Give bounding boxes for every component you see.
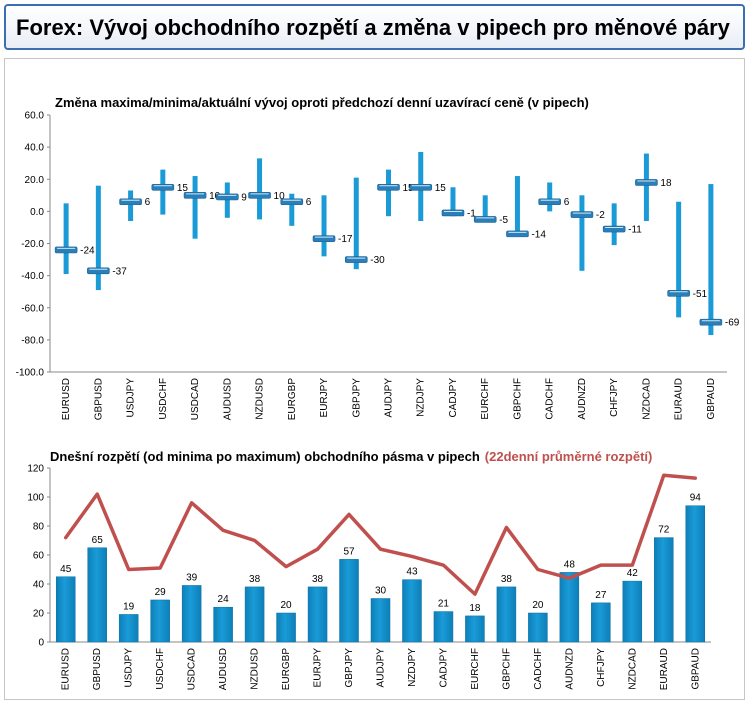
category-label: AUDUSD [222, 378, 233, 420]
current-marker [570, 211, 594, 218]
y-tick-label: -60.0 [21, 303, 44, 314]
data-label: -24 [80, 245, 95, 256]
category-label: USDJPY [126, 378, 137, 418]
category-label: GBPAUD [706, 378, 717, 420]
range-bar [643, 153, 649, 222]
range-bar [289, 193, 295, 226]
category-label: CHFJPY [609, 378, 620, 417]
data-label: 6 [306, 197, 312, 208]
range-bar [192, 176, 198, 239]
category-label: GBPCHF [512, 378, 523, 420]
current-marker [441, 209, 465, 217]
data-label: 15 [435, 183, 447, 194]
range-bar [160, 169, 166, 215]
data-label: -69 [725, 318, 740, 329]
current-marker [667, 289, 690, 297]
current-marker [377, 183, 400, 191]
data-label: -1 [467, 208, 476, 219]
data-label: 10 [209, 191, 221, 202]
range-bar [676, 201, 682, 318]
range-bar [547, 182, 553, 212]
y-tick-label: -20.0 [21, 239, 44, 250]
range-bar [95, 185, 101, 291]
category-label: EURCHF [480, 378, 491, 420]
page-title: Forex: Vývoj obchodního rozpětí a změna … [16, 15, 730, 40]
current-marker [344, 256, 368, 263]
category-label: NZDUSD [255, 378, 266, 420]
y-tick-label: -100.0 [16, 368, 45, 379]
current-marker [699, 318, 723, 326]
data-label: 6 [145, 197, 151, 208]
current-marker [473, 216, 497, 223]
current-marker [280, 198, 304, 206]
category-label: CADCHF [545, 378, 556, 420]
range-bar [353, 177, 359, 270]
data-label: 15 [177, 183, 189, 194]
data-label: -5 [499, 215, 508, 226]
header-banner: Forex: Vývoj obchodního rozpětí a změna … [4, 4, 745, 50]
data-label: -37 [112, 266, 127, 277]
current-marker [409, 183, 433, 191]
category-label: USDCHF [158, 378, 169, 420]
range-bar [482, 195, 488, 222]
current-marker [538, 198, 561, 206]
category-label: AUDJPY [384, 378, 395, 418]
y-tick-label: -80.0 [21, 335, 44, 346]
category-label: GBPUSD [93, 378, 104, 420]
current-marker [506, 230, 529, 238]
data-label: -2 [596, 210, 605, 221]
category-label: GBPJPY [351, 378, 362, 418]
data-label: -51 [693, 289, 708, 300]
data-label: 6 [564, 197, 570, 208]
chart-panel [4, 58, 745, 700]
range-bar [63, 203, 69, 275]
current-marker [602, 225, 626, 233]
data-label: -17 [338, 234, 353, 245]
range-bar [514, 176, 520, 236]
data-label: -30 [370, 255, 385, 266]
current-marker [183, 192, 207, 199]
range-bar [579, 195, 585, 271]
range-bar [128, 190, 134, 222]
category-label: EURUSD [61, 378, 72, 420]
current-marker [216, 193, 239, 201]
data-label: 15 [403, 183, 415, 194]
range-bar [450, 187, 456, 217]
data-label: -14 [531, 229, 546, 240]
category-label: NZDCAD [641, 378, 652, 420]
data-label: -11 [628, 225, 642, 236]
range-bar [386, 169, 391, 217]
range-bar [321, 195, 327, 257]
current-marker [312, 235, 336, 242]
current-marker [54, 246, 78, 254]
y-tick-label: -40.0 [21, 271, 44, 282]
range-bar [611, 203, 617, 246]
category-label: AUDNZD [577, 378, 588, 420]
category-label: CADJPY [448, 378, 459, 418]
current-marker [151, 183, 175, 191]
current-marker [119, 198, 142, 206]
y-tick-label: 40.0 [25, 143, 45, 154]
category-label: USDCAD [190, 378, 201, 420]
data-label: 10 [274, 191, 286, 202]
category-label: EURAUD [674, 378, 685, 420]
current-marker [635, 179, 658, 186]
y-tick-label: 0.0 [30, 207, 44, 218]
range-chart-title: Změna maxima/minima/aktuální vývoj oprot… [55, 95, 589, 110]
data-label: 9 [241, 192, 247, 203]
category-label: EURGBP [287, 378, 298, 421]
range-chart: Změna maxima/minima/aktuální vývoj oprot… [16, 95, 740, 421]
y-tick-label: 60.0 [25, 111, 45, 122]
range-bar [257, 158, 263, 220]
data-label: 18 [660, 178, 672, 189]
y-tick-label: 20.0 [25, 175, 45, 186]
range-bar [708, 184, 714, 336]
current-marker [248, 192, 271, 199]
current-marker [87, 267, 110, 275]
category-label: NZDJPY [416, 378, 427, 417]
category-label: EURJPY [319, 378, 330, 418]
